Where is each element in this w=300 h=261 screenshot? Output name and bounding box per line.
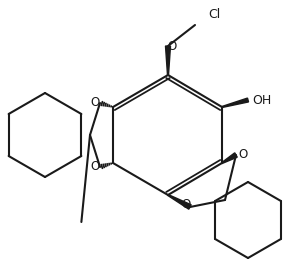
Text: O: O — [90, 161, 100, 174]
Polygon shape — [222, 98, 248, 108]
Text: O: O — [90, 97, 100, 110]
Text: OH: OH — [252, 93, 271, 106]
Polygon shape — [168, 194, 191, 209]
Text: Cl: Cl — [208, 9, 220, 21]
Text: O: O — [182, 198, 190, 211]
Polygon shape — [166, 46, 170, 75]
Text: O: O — [167, 39, 177, 52]
Polygon shape — [222, 153, 237, 163]
Text: O: O — [238, 149, 247, 162]
